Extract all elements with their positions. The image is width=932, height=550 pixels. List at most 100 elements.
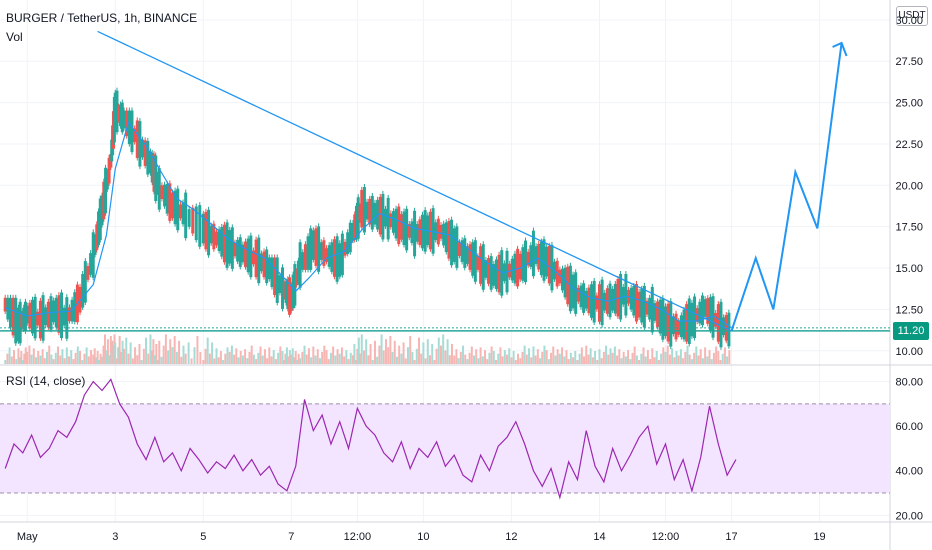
volume-bar bbox=[552, 346, 555, 364]
volume-bar bbox=[160, 356, 163, 364]
candle-body bbox=[584, 290, 588, 309]
volume-bar bbox=[284, 353, 287, 364]
volume-label[interactable]: Vol bbox=[6, 30, 23, 44]
volume-bar bbox=[391, 352, 394, 364]
currency-badge[interactable]: USDT bbox=[896, 6, 928, 26]
volume-bar bbox=[668, 354, 671, 364]
volume-bar bbox=[345, 350, 348, 364]
volume-bar bbox=[481, 356, 484, 364]
volume-bar bbox=[288, 350, 291, 364]
volume-bar bbox=[435, 348, 438, 364]
volume-bar bbox=[257, 352, 260, 364]
candle-body bbox=[413, 210, 417, 257]
volume-bar bbox=[270, 356, 273, 364]
candle-body bbox=[154, 155, 158, 202]
symbol-title[interactable]: BURGER / TetherUS, 1h, BINANCE bbox=[6, 11, 198, 25]
volume-bar bbox=[282, 360, 285, 364]
rsi-tick-label: 40.00 bbox=[895, 466, 923, 478]
volume-bar bbox=[169, 339, 172, 364]
candle-body bbox=[289, 285, 293, 311]
volume-bar bbox=[591, 357, 594, 364]
volume-bar bbox=[30, 354, 33, 364]
candle-body bbox=[233, 242, 237, 257]
volume-bar bbox=[351, 355, 354, 364]
volume-bar bbox=[409, 336, 412, 364]
volume-bar bbox=[123, 348, 126, 364]
candle-body bbox=[685, 304, 689, 342]
volume-bar bbox=[248, 351, 251, 364]
volume-bar bbox=[473, 355, 476, 364]
volume-bar bbox=[334, 355, 337, 364]
volume-bar bbox=[105, 350, 108, 364]
candle-body bbox=[65, 297, 69, 339]
rsi-line bbox=[4, 378, 737, 500]
candle-body bbox=[278, 275, 282, 294]
candle-body bbox=[296, 260, 300, 283]
time-tick-label: 12:00 bbox=[652, 531, 680, 543]
volume-bar bbox=[171, 347, 174, 364]
volume-bar bbox=[162, 345, 165, 364]
volume-bar bbox=[541, 351, 544, 364]
volume-bar bbox=[426, 339, 429, 364]
volume-bar bbox=[24, 347, 27, 364]
volume-bar bbox=[327, 359, 330, 364]
volume-bar bbox=[699, 349, 702, 364]
candle-body bbox=[306, 236, 310, 270]
volume-bar bbox=[145, 337, 148, 364]
rsi-title[interactable]: RSI (14, close) bbox=[6, 374, 86, 388]
candle-body bbox=[176, 188, 180, 231]
volume-bar bbox=[235, 348, 238, 364]
volume-bar bbox=[640, 353, 643, 364]
volume-bar bbox=[114, 342, 117, 364]
candle-body bbox=[335, 236, 339, 282]
volume-bar bbox=[360, 334, 363, 364]
projection-path bbox=[730, 42, 843, 332]
candle-body bbox=[590, 284, 594, 318]
volume-bar bbox=[367, 355, 370, 364]
volume-bar bbox=[644, 356, 647, 364]
candle-body bbox=[714, 313, 718, 327]
volume-bar bbox=[446, 339, 449, 364]
candle-body bbox=[346, 232, 350, 254]
volume-bar bbox=[462, 345, 465, 364]
candle-body bbox=[91, 232, 95, 278]
candle-body bbox=[600, 279, 604, 326]
volume-bar bbox=[118, 336, 121, 364]
candle-body bbox=[531, 230, 535, 277]
candle-body bbox=[173, 190, 177, 225]
volume-bar bbox=[655, 351, 658, 364]
candle-body bbox=[122, 110, 126, 129]
candle-body bbox=[207, 209, 211, 256]
volume-bar bbox=[98, 360, 101, 364]
volume-bar bbox=[371, 360, 374, 364]
volume-bar bbox=[506, 354, 509, 364]
volume-bar bbox=[61, 349, 64, 364]
rsi-band bbox=[0, 403, 890, 494]
volume-bar bbox=[589, 348, 592, 364]
volume-bar bbox=[492, 351, 495, 364]
volume-bar bbox=[108, 355, 111, 364]
volume-bar bbox=[347, 359, 350, 364]
price-tick-label: 12.50 bbox=[895, 304, 923, 316]
candle-body bbox=[534, 246, 538, 264]
candle-body bbox=[178, 204, 182, 219]
volume-bar bbox=[567, 359, 570, 364]
volume-bar bbox=[299, 358, 302, 364]
volume-bar bbox=[618, 349, 621, 364]
candle-body bbox=[378, 196, 382, 235]
volume-bar bbox=[607, 354, 610, 364]
candle-body bbox=[547, 245, 551, 284]
volume-bar bbox=[277, 352, 280, 364]
volume-bar bbox=[488, 352, 491, 364]
candle-body bbox=[156, 174, 160, 193]
volume-bar bbox=[376, 356, 379, 364]
candle-body bbox=[397, 206, 401, 245]
volume-bar bbox=[184, 353, 187, 364]
volume-bar bbox=[296, 360, 299, 364]
candle-body bbox=[362, 186, 366, 233]
volume-bar bbox=[721, 353, 724, 364]
candle-body bbox=[152, 154, 156, 192]
candle-body bbox=[141, 139, 145, 158]
candle-body bbox=[130, 110, 134, 153]
